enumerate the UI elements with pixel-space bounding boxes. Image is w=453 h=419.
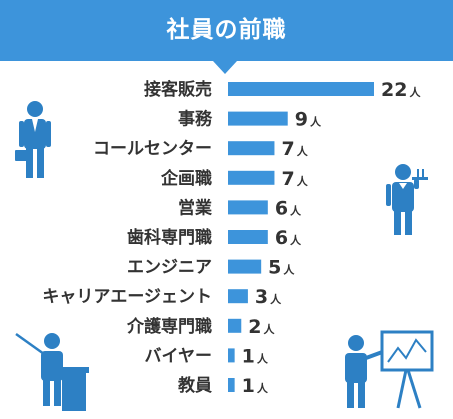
category-label: エンジニア <box>127 258 212 278</box>
category-label: コールセンター <box>93 139 212 159</box>
bar <box>228 318 242 333</box>
title-banner-pointer <box>213 61 237 74</box>
bar <box>228 259 262 274</box>
category-label: キャリアエージェント <box>42 287 212 307</box>
bar <box>228 111 288 126</box>
category-label: バイヤー <box>145 346 213 366</box>
lecturer-podium-icon <box>15 332 89 411</box>
bar <box>228 170 275 185</box>
bar <box>228 141 275 156</box>
category-label: 事務 <box>178 109 213 130</box>
chart-title: 社員の前職 <box>166 17 287 43</box>
category-label: 介護専門職 <box>126 316 212 337</box>
bar <box>228 289 248 304</box>
category-label: 教員 <box>177 375 212 396</box>
bar <box>228 348 235 363</box>
category-label: 営業 <box>178 197 212 218</box>
data-label: 22 人 <box>381 79 421 101</box>
category-label: 企画職 <box>160 168 212 189</box>
category-label: 接客販売 <box>144 79 212 100</box>
bar <box>228 378 235 392</box>
bar <box>228 230 268 244</box>
bar <box>228 82 374 96</box>
businessman-briefcase-icon <box>15 101 51 178</box>
presenter-chart-icon <box>345 330 434 409</box>
title-banner <box>0 0 453 61</box>
waiter-tray-icon <box>386 164 428 235</box>
category-label: 歯科専門職 <box>127 227 212 248</box>
bar <box>228 200 268 215</box>
